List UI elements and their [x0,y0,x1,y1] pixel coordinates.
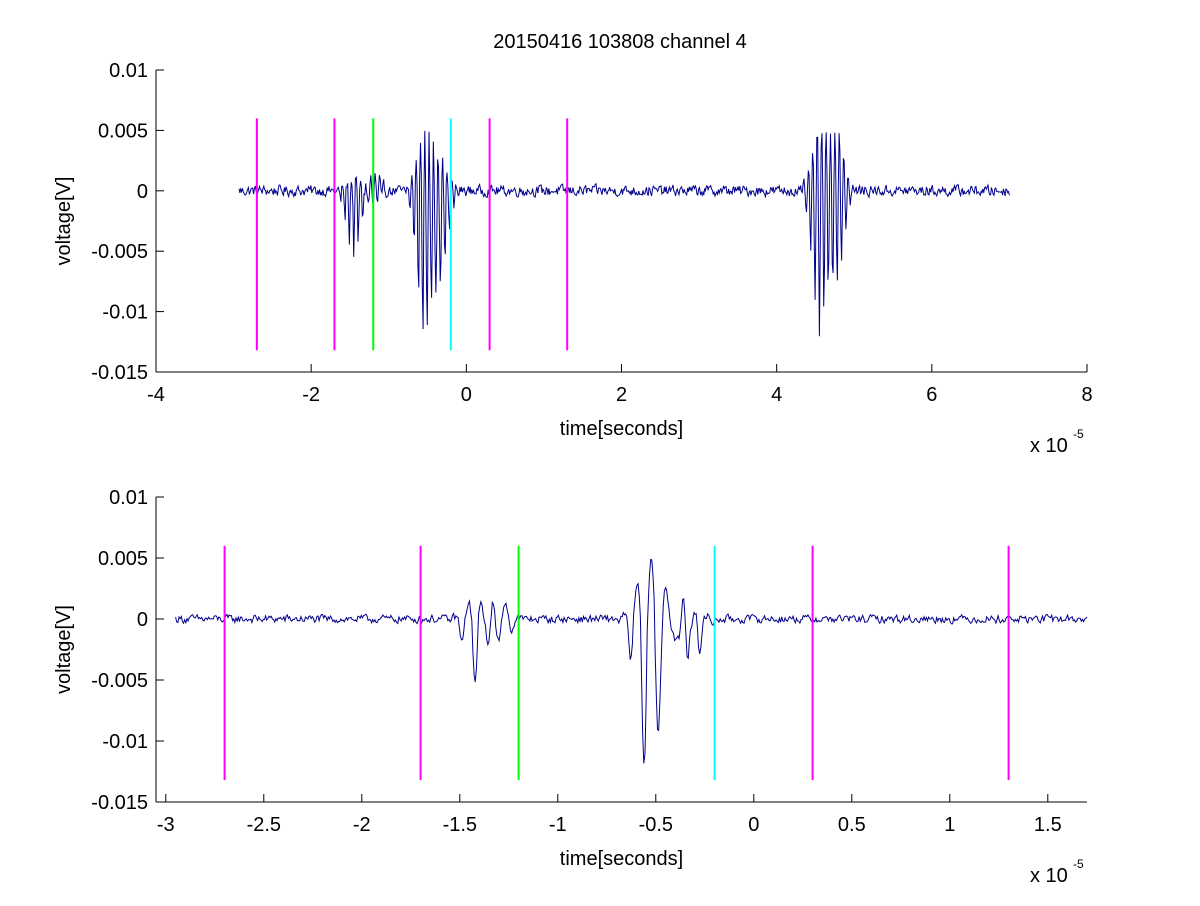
x-tick-label: -2 [353,814,371,836]
x-tick-label: -0.5 [639,814,673,836]
x-tick-label: 4 [771,384,782,406]
x-tick-label: 2 [616,384,627,406]
y-tick-label: -0.015 [91,792,148,814]
y-tick-label: 0.005 [98,548,148,570]
y-axis-label: voltage[V] [53,177,75,266]
x-tick-label: -1.5 [443,814,477,836]
x-exponent-superscript: -5 [1073,427,1084,441]
signal-series-line [175,558,1088,764]
y-tick-label: 0.01 [109,487,148,509]
y-tick-label: 0 [137,609,148,631]
figure-title: 20150416 103808 channel 4 [493,31,747,53]
y-tick-label: -0.015 [91,362,148,384]
x-tick-label: -4 [147,384,165,406]
x-tick-label: 0 [461,384,472,406]
x-tick-label: -2 [302,384,320,406]
x-tick-label: 0 [748,814,759,836]
y-tick-label: 0.005 [98,120,148,142]
y-tick-label: -0.005 [91,670,148,692]
subplot-top: 0.01 0.005 0 -0.005 -0.01 -0.015-4 -2 0 2 4 6 8 time… [53,60,1093,457]
x-tick-label: -1 [549,814,567,836]
x-axis-label: time[seconds] [560,848,683,870]
signal-series-line [238,130,1010,337]
y-tick-label: -0.01 [102,302,148,324]
y-tick-label: -0.01 [102,731,148,753]
y-axis-label: voltage[V] [53,605,75,694]
x-axis-label: time[seconds] [560,418,683,440]
x-tick-label: -3 [157,814,175,836]
x-exponent-label: x 10 [1030,435,1068,457]
x-tick-label: 1.5 [1034,814,1062,836]
x-tick-label: 1 [944,814,955,836]
x-tick-label: 6 [926,384,937,406]
x-exponent-label: x 10 [1030,865,1068,887]
y-tick-label: -0.005 [91,241,148,263]
x-tick-label: -2.5 [247,814,281,836]
x-exponent-superscript: -5 [1073,857,1084,871]
subplot-bottom: 0.01 0.005 0 -0.005 -0.01 -0.015 -3 -2.5 -2 -1.5 -… [53,487,1088,887]
y-tick-label: 0 [137,181,148,203]
y-tick-label: 0.01 [109,60,148,82]
x-tick-label: 0.5 [838,814,866,836]
x-tick-label: 8 [1081,384,1092,406]
